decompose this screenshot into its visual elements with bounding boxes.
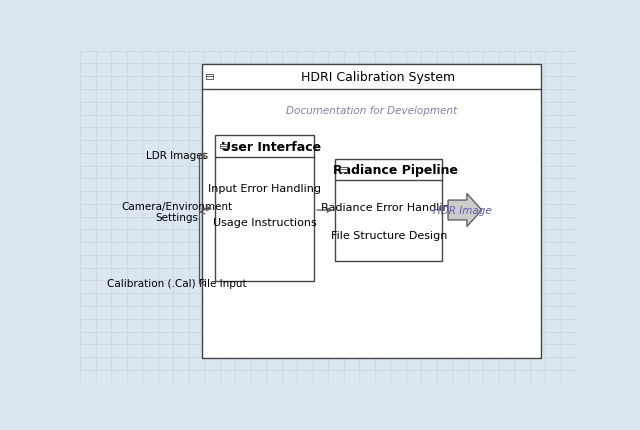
Text: Documentation for Development: Documentation for Development (286, 106, 457, 116)
Bar (215, 136, 314, 282)
Bar (335, 159, 442, 262)
Text: HDRI Calibration System: HDRI Calibration System (301, 71, 456, 84)
Bar (207, 75, 213, 80)
Text: Camera/Environment
Settings: Camera/Environment Settings (121, 201, 232, 223)
Text: Radiance Pipeline: Radiance Pipeline (333, 163, 458, 176)
Text: File Structure Design: File Structure Design (331, 230, 447, 240)
Bar (220, 144, 227, 149)
Bar (202, 65, 541, 358)
Text: Radiance Error Handling: Radiance Error Handling (321, 202, 456, 212)
Polygon shape (448, 194, 482, 227)
Text: HDR Image: HDR Image (433, 206, 492, 215)
Text: User Interface: User Interface (221, 140, 321, 153)
Text: Usage Instructions: Usage Instructions (212, 217, 316, 227)
Text: Input Error Handling: Input Error Handling (208, 184, 321, 194)
Bar (340, 168, 348, 172)
Text: Calibration (.Cal) File Input: Calibration (.Cal) File Input (107, 278, 246, 289)
Text: LDR Images: LDR Images (146, 151, 208, 161)
